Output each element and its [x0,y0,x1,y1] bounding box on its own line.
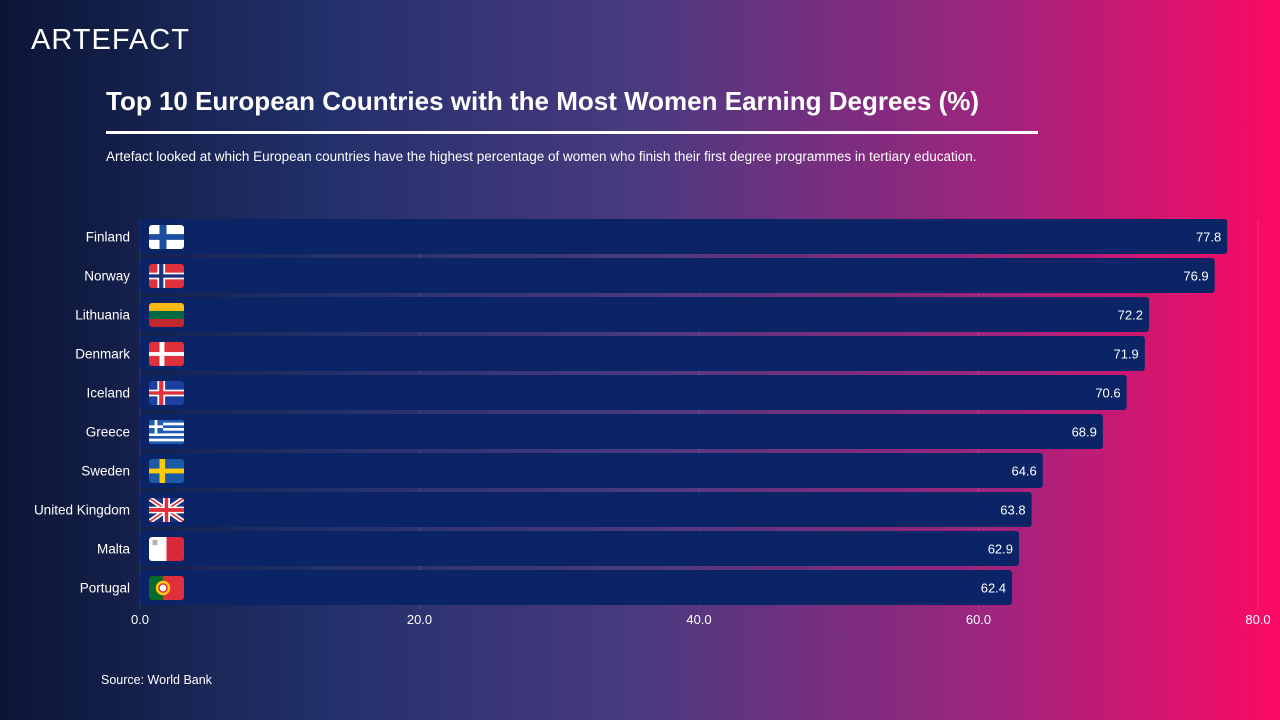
title-underline [106,131,1038,134]
finland-flag-icon [149,225,184,249]
value-label: 71.9 [1113,347,1138,362]
bar-norway [140,258,1215,293]
x-tick-label: 40.0 [686,612,711,627]
chart-title-block: Top 10 European Countries with the Most … [106,86,979,117]
value-label: 64.6 [1011,464,1036,479]
x-tick-label: 60.0 [966,612,991,627]
category-label: Iceland [86,386,130,401]
category-label: United Kingdom [34,503,130,518]
bar-greece [140,414,1103,449]
lithuania-flag-icon [149,303,184,327]
value-label: 62.9 [988,542,1013,557]
value-label: 77.8 [1196,230,1221,245]
value-label: 62.4 [981,581,1006,596]
bar-lithuania [140,297,1149,332]
chart-subtitle: Artefact looked at which European countr… [106,149,977,164]
category-label: Finland [86,230,130,245]
portugal-flag-icon [149,576,184,600]
bar-finland [140,219,1228,254]
bar-united-kingdom [140,492,1032,527]
malta-flag-icon [149,537,184,561]
bar-portugal [140,570,1013,605]
bar-denmark [140,336,1145,371]
category-label: Greece [86,425,130,440]
bar-iceland [140,375,1127,410]
bar-sweden [140,453,1043,488]
value-label: 68.9 [1072,425,1097,440]
category-label: Lithuania [75,308,130,323]
x-tick-label: 20.0 [407,612,432,627]
bar-malta [140,531,1020,566]
category-label: Malta [97,542,131,557]
greece-flag-icon [149,420,184,444]
value-label: 63.8 [1000,503,1025,518]
category-label: Denmark [75,347,130,362]
value-label: 76.9 [1183,269,1208,284]
chart-title: Top 10 European Countries with the Most … [106,86,980,116]
x-tick-label: 0.0 [131,612,149,627]
source-note: Source: World Bank [101,673,212,687]
iceland-flag-icon [149,381,184,405]
united-kingdom-flag-icon [149,498,184,522]
artefact-logo: ARTEFACT [31,24,190,56]
category-label: Sweden [81,464,130,479]
denmark-flag-icon [149,342,184,366]
x-tick-label: 80.0 [1245,612,1270,627]
value-label: 70.6 [1095,386,1120,401]
category-label: Norway [84,269,130,284]
norway-flag-icon [149,264,184,288]
category-label: Portugal [80,581,130,596]
sweden-flag-icon [149,459,184,483]
value-label: 72.2 [1118,308,1143,323]
